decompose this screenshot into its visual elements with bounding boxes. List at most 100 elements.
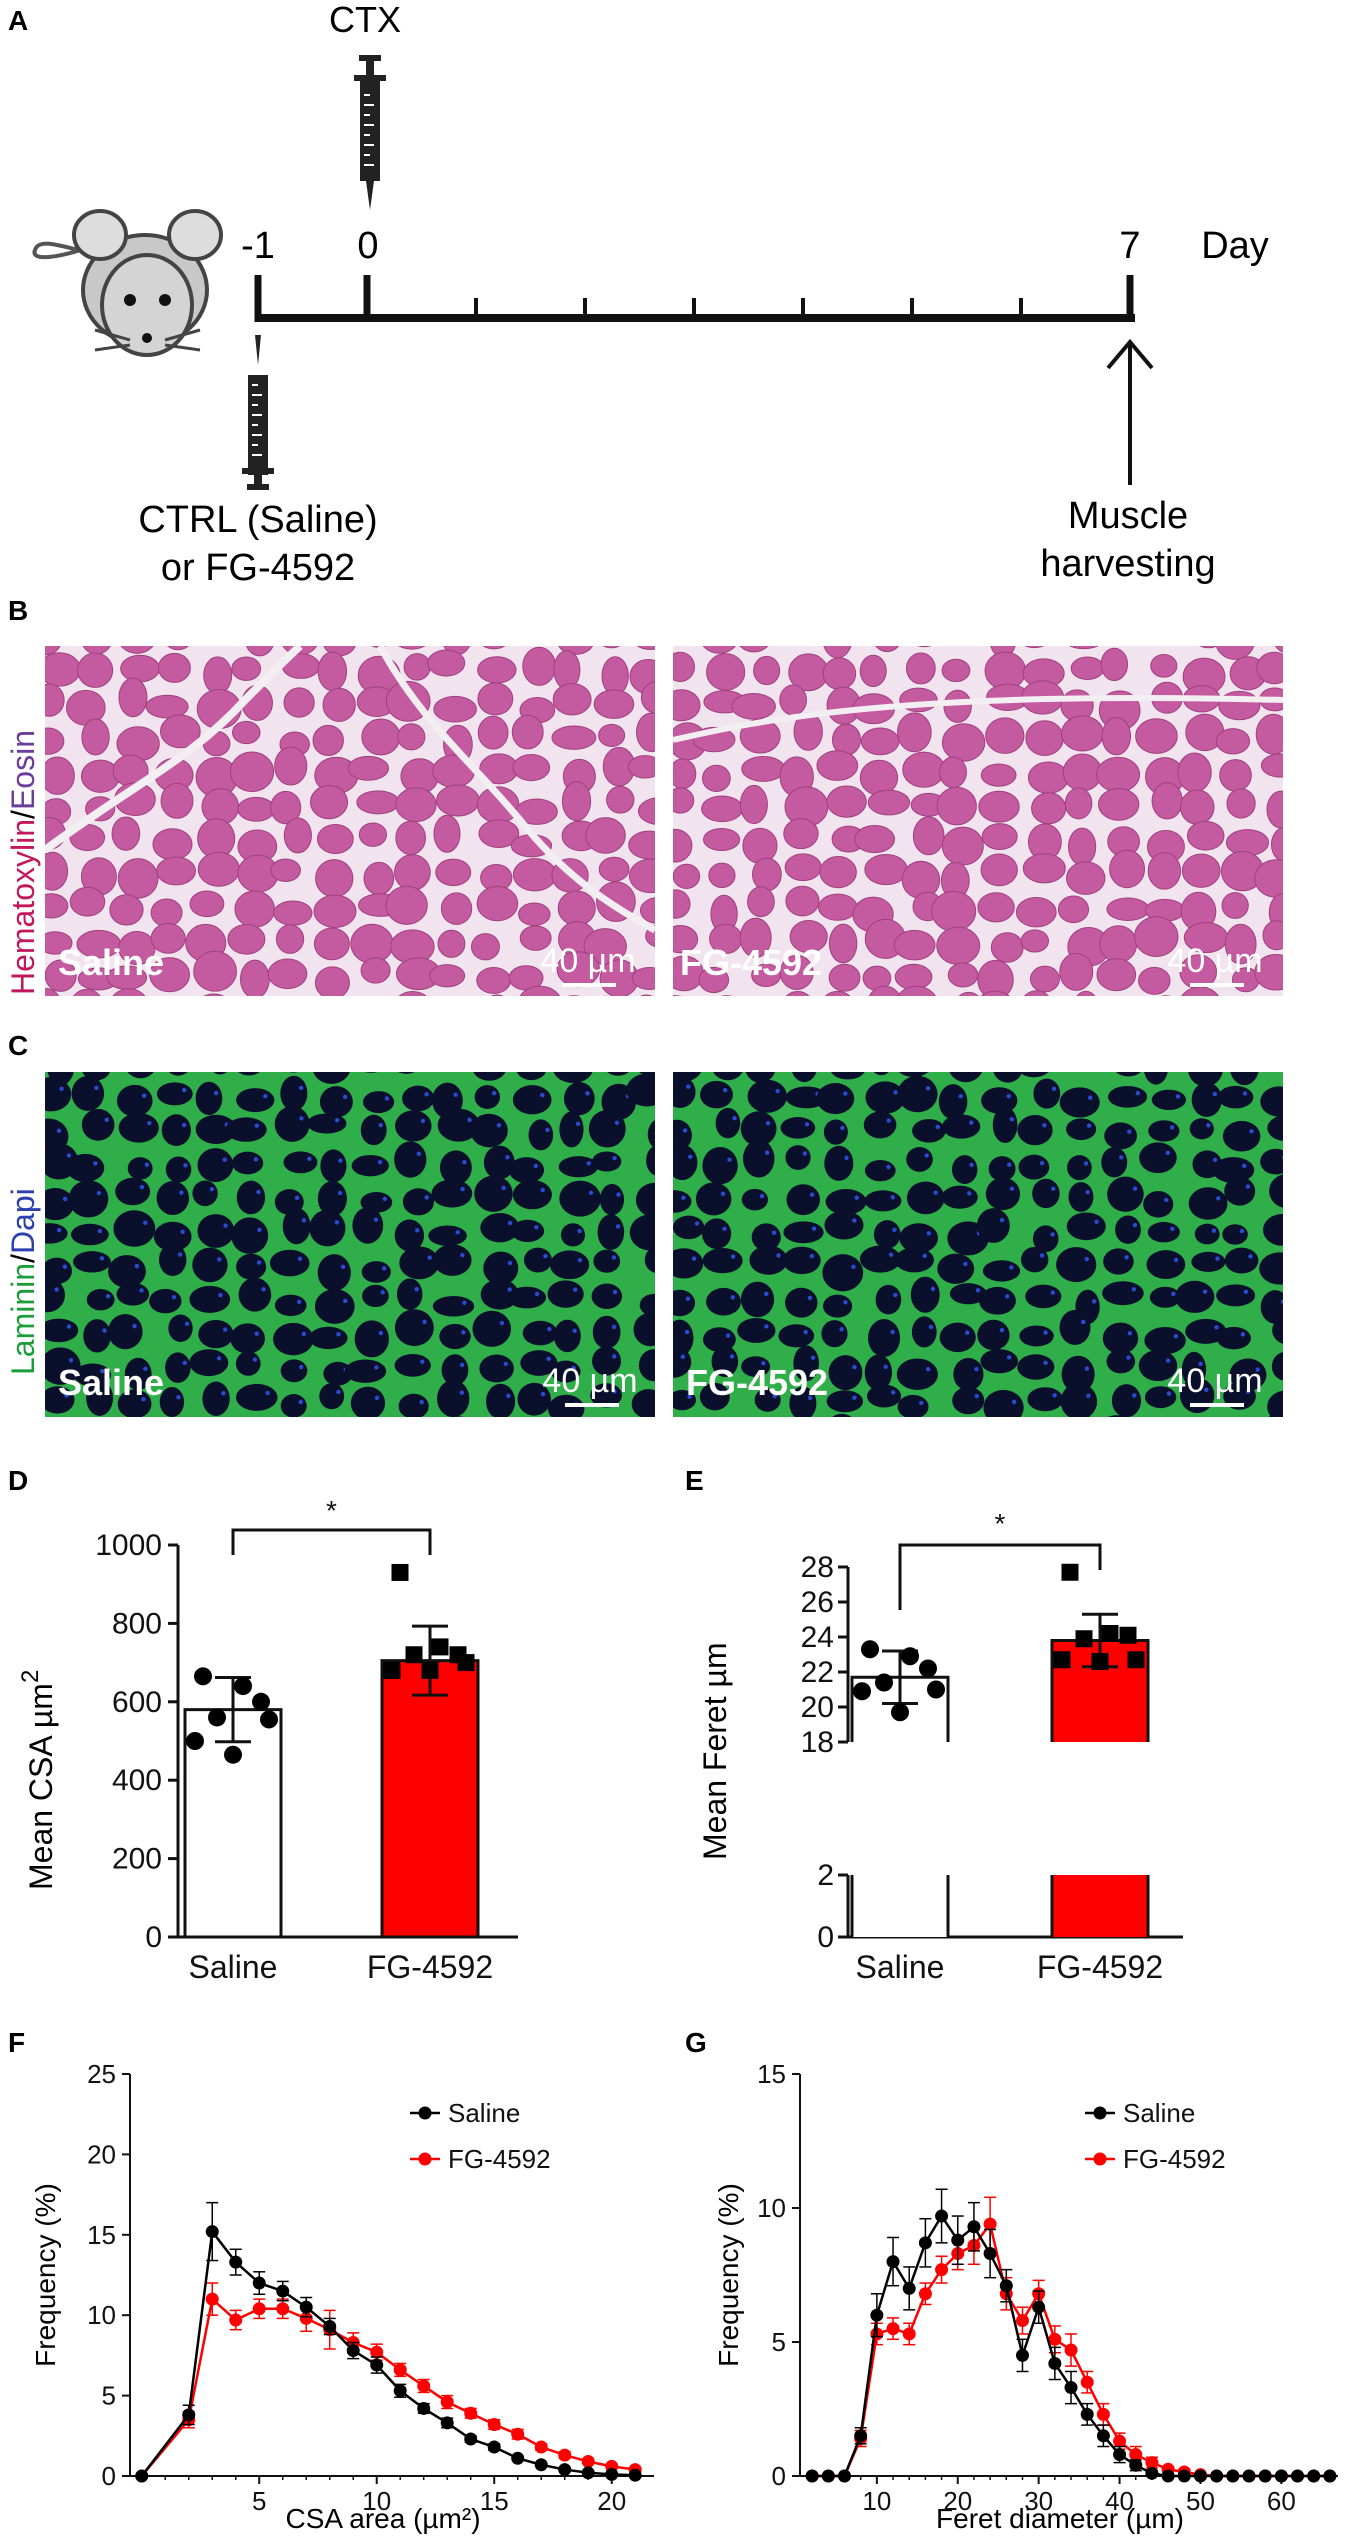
muscle-fiber [1102, 1322, 1139, 1354]
muscle-fiber [45, 1077, 72, 1112]
nucleus [298, 1085, 304, 1090]
muscle-fiber [1071, 1413, 1091, 1417]
nucleus [260, 1428, 264, 1432]
muscle-fiber [152, 828, 193, 861]
muscle-fiber [391, 1420, 427, 1454]
muscle-fiber [739, 1421, 776, 1452]
chart-f-point [182, 2408, 196, 2422]
nucleus [659, 1299, 663, 1303]
muscle-fiber [283, 817, 312, 854]
nucleus [96, 1190, 102, 1196]
muscle-fiber [917, 646, 932, 648]
muscle-fiber [1194, 1223, 1220, 1245]
muscle-fiber [68, 1180, 109, 1218]
nucleus [1086, 1123, 1092, 1128]
muscle-fiber [273, 900, 313, 926]
nucleus [759, 1193, 765, 1199]
nucleus [687, 1394, 692, 1399]
nucleus [723, 1088, 728, 1093]
muscle-fiber [1270, 826, 1283, 863]
muscle-fiber [897, 1075, 938, 1113]
nucleus [892, 1227, 897, 1233]
muscle-fiber [350, 1386, 386, 1417]
muscle-fiber [826, 1390, 864, 1413]
muscle-fiber [673, 1119, 692, 1152]
muscle-fiber [863, 1428, 892, 1456]
ctrl-label-line1: CTRL (Saline) [138, 499, 377, 541]
muscle-fiber [939, 756, 967, 789]
nucleus [919, 1400, 924, 1406]
nucleus [144, 1162, 150, 1167]
nucleus [765, 1120, 771, 1126]
muscle-fiber [912, 816, 945, 856]
chart-g-point [1323, 2469, 1337, 2483]
muscle-fiber [749, 1245, 788, 1275]
muscle-fiber [479, 1425, 508, 1449]
nucleus [54, 1287, 59, 1292]
nucleus [378, 1330, 384, 1336]
muscle-fiber [905, 652, 936, 685]
nucleus [213, 1090, 219, 1096]
chart-g-point [1129, 2448, 1143, 2462]
nucleus [1170, 1226, 1175, 1231]
muscle-fiber [403, 653, 431, 681]
muscle-fiber [552, 683, 592, 716]
chart-g-point [1113, 2448, 1127, 2462]
chart-g-xtick-label: 40 [1105, 2486, 1134, 2516]
nucleus [414, 1051, 418, 1055]
muscle-fiber [1255, 713, 1283, 755]
nucleus [460, 1186, 465, 1192]
nucleus [265, 1390, 270, 1396]
nucleus [809, 1192, 815, 1197]
chart-g-point [1080, 2407, 1094, 2421]
muscle-fiber [561, 781, 592, 822]
muscle-fiber [308, 999, 351, 1034]
chart-d-point [431, 1638, 449, 1656]
nucleus [147, 1120, 152, 1126]
muscle-fiber [470, 933, 500, 961]
muscle-fiber [315, 859, 354, 898]
muscle-fiber [985, 717, 1025, 754]
chart-e-ylabel: Mean Feret µm [697, 1642, 733, 1860]
muscle-fiber [739, 917, 772, 958]
muscle-fiber [1222, 1120, 1261, 1152]
chart-f-xtick-label: 5 [252, 2486, 266, 2516]
muscle-fiber [976, 1208, 1010, 1243]
muscle-fiber [156, 1082, 193, 1106]
nucleus [839, 1327, 844, 1332]
muscle-fiber [440, 892, 473, 925]
nucleus [66, 1153, 72, 1158]
nucleus [727, 1157, 732, 1162]
muscle-fiber [1133, 916, 1179, 957]
muscle-fiber [699, 1382, 730, 1411]
nucleus [301, 1218, 307, 1223]
nucleus [612, 1389, 617, 1394]
chart-g-legend-marker [1093, 2106, 1107, 2120]
muscle-fiber [280, 1359, 308, 1383]
muscle-fiber [627, 755, 655, 779]
nucleus [222, 1157, 228, 1162]
nucleus [1011, 1399, 1017, 1405]
muscle-fiber [161, 1002, 190, 1029]
muscle-fiber [673, 863, 701, 889]
nucleus [1215, 1256, 1220, 1261]
nucleus [1246, 1389, 1251, 1394]
nucleus [974, 1366, 979, 1372]
muscle-fiber [941, 723, 986, 762]
chart-f-point [628, 2468, 642, 2482]
muscle-fiber [1106, 897, 1150, 921]
muscle-fiber [746, 997, 787, 1022]
nucleus [459, 1390, 464, 1395]
nucleus [684, 1329, 690, 1335]
muscle-fiber [491, 994, 504, 996]
muscle-fiber [1017, 1354, 1055, 1380]
nucleus [545, 1127, 550, 1133]
nucleus [307, 1156, 312, 1161]
chart-d-ytick-label: 800 [112, 1607, 162, 1640]
muscle-fiber [1099, 1000, 1130, 1022]
muscle-fiber [165, 1156, 192, 1183]
muscle-fiber [751, 1223, 781, 1251]
muscle-fiber [897, 985, 936, 996]
